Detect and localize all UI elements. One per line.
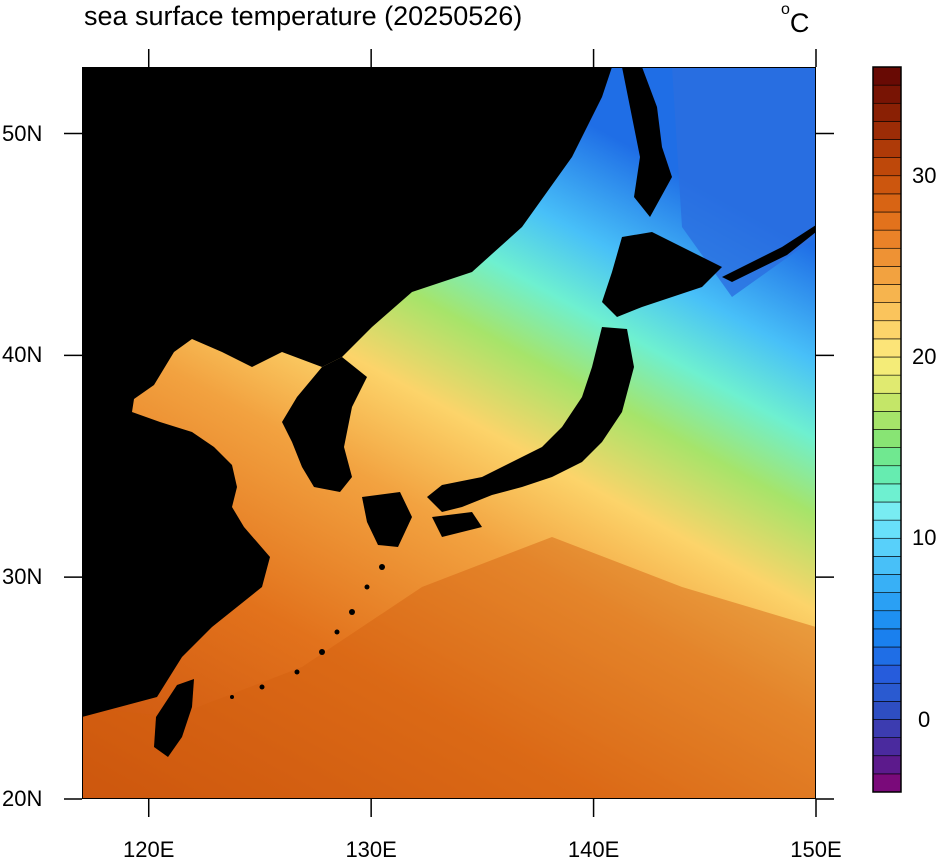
sst-field	[82, 67, 816, 799]
land-shikoku	[432, 512, 482, 537]
colorbar-bin	[872, 211, 902, 231]
colorbar-bin	[872, 320, 902, 340]
colorbar-bin	[872, 447, 902, 467]
colorbar-bin	[872, 284, 902, 303]
colorbar-bin	[872, 519, 902, 539]
kuroshio-warm-water	[82, 537, 816, 799]
colorbar-bin	[872, 664, 902, 684]
lon-label: 150E	[790, 837, 842, 862]
colorbar-bin	[872, 537, 902, 557]
colorbar-bin	[872, 392, 902, 412]
colorbar-bin	[872, 556, 902, 575]
land-korea	[282, 357, 367, 492]
colorbar-bin	[872, 628, 902, 648]
lon-label: 140E	[567, 837, 620, 862]
degree-symbol: o	[781, 1, 790, 18]
land-hokkaido	[602, 232, 722, 317]
colorbar-bin	[872, 483, 902, 503]
colorbar-bin	[872, 102, 902, 122]
colorbar-bin	[872, 465, 902, 485]
land-asia	[82, 67, 612, 717]
land-taiwan	[154, 679, 194, 757]
colorbar-bin	[872, 247, 902, 267]
colorbar-bin	[872, 229, 902, 249]
colorbar-bin	[872, 574, 902, 593]
colorbar-bin	[872, 682, 902, 702]
colorbar-bin	[872, 66, 902, 86]
colorbar-label: 20	[912, 344, 937, 369]
colorbar-bin	[872, 175, 902, 195]
colorbar-label: 10	[912, 525, 937, 551]
colorbar-bin	[872, 139, 902, 158]
land-honshu	[427, 327, 634, 512]
colorbar-bin	[872, 429, 902, 448]
colorbar-bin	[872, 266, 902, 285]
land-kyushu	[362, 492, 412, 547]
lon-label: 120E	[123, 837, 175, 862]
colorbar-bin	[872, 84, 902, 104]
colorbar-bin	[872, 755, 902, 775]
colorbar-outline	[872, 66, 902, 793]
colorbar-bin	[872, 302, 902, 322]
lat-label: 30N	[2, 564, 43, 590]
land-sakhalin	[622, 67, 672, 217]
colorbar-label: 30	[912, 162, 937, 188]
colorbar-bin	[872, 374, 902, 394]
colorbar-bin	[872, 592, 902, 612]
lon-label: 130E	[345, 837, 397, 862]
colorbar-bin	[872, 411, 902, 430]
lat-label: 40N	[2, 342, 43, 368]
unit-letter: C	[789, 8, 810, 38]
okhotsk-cold-water	[672, 67, 816, 297]
colorbar-bin	[872, 157, 902, 177]
colorbar-bin	[872, 610, 902, 630]
colorbar-unit: oC	[781, 1, 810, 39]
colorbar-bin	[872, 646, 902, 666]
colorbar-label: 0	[918, 706, 931, 732]
land-ryukyu-islands	[230, 564, 385, 699]
sst-map	[82, 67, 816, 799]
colorbar-bin	[872, 773, 902, 793]
colorbar-bin	[872, 356, 902, 376]
colorbar-bin	[872, 701, 902, 720]
land-kurils	[722, 225, 816, 282]
colorbar-bin	[872, 121, 902, 140]
lat-label: 50N	[2, 120, 43, 146]
colorbar-bin	[872, 193, 902, 213]
colorbar-bin	[872, 338, 902, 358]
lat-label: 20N	[2, 786, 43, 811]
map-title: sea surface temperature (20250526)	[84, 1, 523, 31]
colorbar-bin	[872, 501, 902, 521]
colorbar-bin	[872, 719, 902, 738]
colorbar-bin	[872, 737, 902, 757]
